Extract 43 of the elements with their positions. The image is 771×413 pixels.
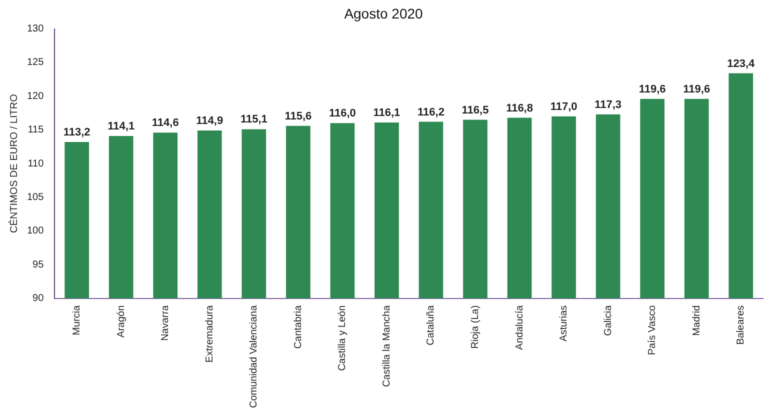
- data-label: 123,4: [727, 58, 756, 70]
- data-label: 115,1: [240, 114, 268, 126]
- x-tick-label: Comunidad Valenciana: [248, 304, 260, 408]
- y-tick-label: 100: [26, 226, 44, 237]
- x-tick-label: Navarra: [160, 304, 172, 341]
- y-tick-label: 110: [28, 158, 44, 170]
- y-tick-label: 120: [26, 90, 44, 102]
- data-label: 114,6: [152, 117, 179, 130]
- x-tick-label: Galicia: [602, 304, 614, 336]
- y-tick-label: 105: [26, 192, 44, 204]
- x-tick-label: Extremadura: [204, 304, 216, 363]
- x-tick-label: Cantabria: [292, 304, 304, 349]
- data-label: 115,6: [284, 110, 312, 122]
- y-tick-label: 130: [26, 24, 44, 35]
- x-tick-label: Baleares: [736, 305, 747, 345]
- data-label: 116,8: [506, 102, 533, 114]
- data-label: 116,5: [462, 104, 489, 116]
- x-tick-label: Cataluña: [426, 304, 437, 346]
- x-tick-label: Asturias: [558, 305, 570, 342]
- x-tick-label: Murcia: [72, 304, 83, 336]
- chart-title: Agosto 2020: [344, 5, 424, 22]
- data-label: 114,1: [108, 120, 135, 132]
- data-label: 114,9: [196, 115, 224, 128]
- y-tick-label: 95: [32, 259, 44, 270]
- x-tick-label: Aragón: [116, 305, 127, 338]
- y-axis-title: CÉNTIMOS DE EURO / LITRO: [8, 94, 20, 234]
- x-tick-label: País Vasco: [647, 304, 658, 356]
- data-label: 116,0: [328, 108, 356, 120]
- data-label: 119,6: [683, 83, 710, 96]
- data-label: 117,0: [550, 100, 578, 113]
- x-tick-label: Andalucía: [514, 304, 526, 350]
- data-label: 116,2: [418, 106, 444, 118]
- y-tick-label: 90: [32, 293, 44, 304]
- data-label: 117,3: [594, 98, 622, 111]
- y-tick-label: 125: [26, 57, 44, 68]
- x-tick-label: Rioja (La): [470, 305, 481, 349]
- x-tick-label: Castilla y León: [337, 305, 348, 371]
- data-label: 113,2: [63, 126, 90, 139]
- data-label: 119,6: [638, 83, 666, 96]
- y-tick-label: 115: [28, 124, 44, 136]
- data-label: 116,1: [373, 106, 400, 119]
- x-tick-label: Madrid: [691, 305, 702, 336]
- x-tick-label: Castilla la Mancha: [381, 304, 392, 388]
